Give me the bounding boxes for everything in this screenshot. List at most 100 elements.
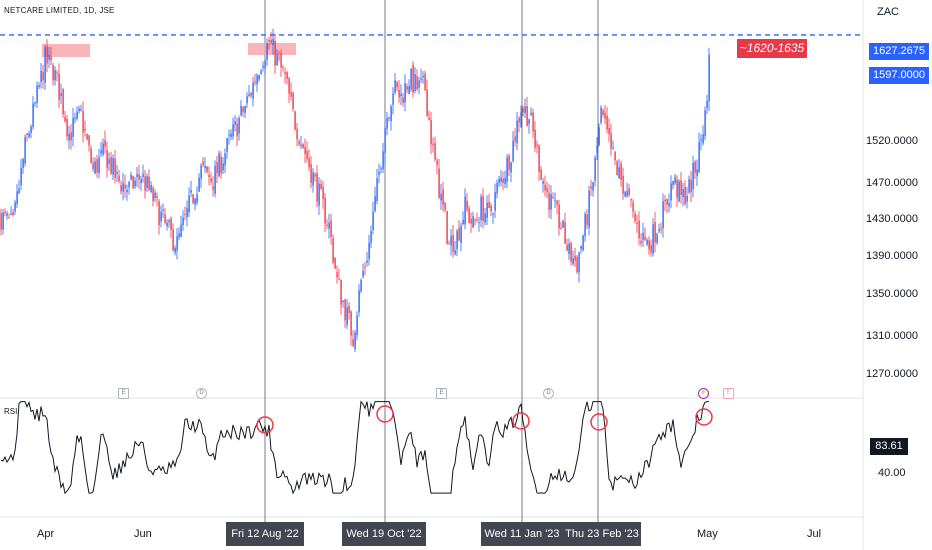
candle-body (610, 133, 612, 149)
time-axis-label: Apr (37, 528, 55, 540)
candle-body (180, 224, 182, 238)
candle-body (640, 240, 642, 244)
candle-body (240, 105, 242, 116)
candle-body (2, 212, 4, 230)
candle-body (8, 217, 10, 219)
candle-body (674, 176, 676, 184)
candle-body (588, 190, 590, 228)
candle-body (108, 158, 110, 164)
earnings-event-icon[interactable]: E (723, 388, 734, 399)
candle-body (618, 167, 620, 179)
candle-body (432, 143, 434, 146)
candle-body (624, 192, 626, 197)
candle-body (222, 163, 224, 171)
candle-body (310, 163, 312, 183)
candle-body (96, 159, 98, 173)
candle-body (570, 242, 572, 263)
candle-body (48, 54, 50, 60)
rsi-peak-circle (590, 413, 608, 431)
time-axis-label: Jun (134, 528, 152, 540)
candle-body (60, 93, 62, 97)
candle-body (546, 188, 548, 193)
candle-body (424, 73, 426, 91)
split-event-icon[interactable]: ⚡ (698, 388, 709, 399)
candle-body (68, 133, 70, 141)
candle-body (270, 39, 272, 44)
candle-body (304, 146, 306, 155)
candle-body (150, 184, 152, 192)
dividend-event-icon[interactable]: D (196, 388, 207, 399)
candle-body (490, 205, 492, 212)
candle-body (466, 200, 468, 210)
candle-body (234, 121, 236, 125)
candle-body (550, 194, 552, 210)
candle-body (118, 175, 120, 182)
candle-body (692, 162, 694, 189)
candle-body (632, 202, 634, 212)
candle-body (338, 278, 340, 280)
candle-body (512, 140, 514, 162)
candle-body (316, 173, 318, 202)
candle-body (526, 106, 528, 127)
candle-body (62, 89, 64, 115)
candle-body (704, 110, 706, 136)
candle-body (520, 112, 522, 127)
candle-body (544, 184, 546, 191)
candle-body (94, 161, 96, 174)
candle-body (356, 315, 358, 336)
resistance-annotation[interactable]: ~1620-1635 (737, 39, 807, 58)
candle-body (670, 183, 672, 201)
candle-body (324, 197, 326, 224)
price-axis-label: 1310.0000 (866, 330, 918, 342)
candle-body (660, 228, 662, 230)
candle-body (158, 201, 160, 226)
candle-body (198, 177, 200, 192)
candle-body (690, 179, 692, 193)
candle-body (508, 155, 510, 170)
earnings-event-icon[interactable]: E (436, 388, 447, 399)
candle-body (516, 120, 518, 144)
candle-body (278, 57, 280, 59)
candle-body (346, 307, 348, 325)
candle-body (102, 143, 104, 155)
candle-body (264, 60, 266, 69)
candle-body (84, 128, 86, 131)
candle-body (144, 176, 146, 191)
candle-body (44, 47, 46, 83)
candle-body (436, 160, 438, 165)
candle-body (268, 40, 270, 42)
candle-body (386, 118, 388, 129)
candle-body (328, 222, 330, 229)
candle-body (654, 222, 656, 243)
candle-body (10, 213, 12, 216)
candle-body (416, 76, 418, 90)
dividend-event-icon[interactable]: D (543, 388, 554, 399)
candle-body (300, 144, 302, 147)
rsi-peak-circle (376, 405, 394, 423)
candle-body (156, 196, 158, 198)
earnings-event-icon[interactable]: E (118, 388, 129, 399)
candle-body (72, 117, 74, 137)
candle-body (650, 245, 652, 253)
candle-body (554, 199, 556, 201)
symbol-title: NETCARE LIMITED, 1D, JSE (4, 6, 115, 15)
candle-body (76, 111, 78, 119)
candle-body (560, 227, 562, 230)
crosshair-date-tag: Fri 12 Aug '22 (226, 522, 304, 546)
candle-body (332, 238, 334, 263)
candle-body (42, 71, 44, 81)
candle-body (408, 86, 410, 95)
candle-body (374, 196, 376, 212)
candle-body (18, 188, 20, 194)
candle-body (682, 188, 684, 197)
candle-body (634, 213, 636, 222)
crosshair-date-tag: Wed 19 Oct '22 (342, 522, 426, 546)
candle-body (80, 109, 82, 111)
candle-body (236, 123, 238, 137)
candle-body (290, 92, 292, 97)
candle-body (574, 255, 576, 261)
candle-body (272, 38, 274, 45)
candle-body (126, 189, 128, 193)
candle-body (648, 240, 650, 250)
